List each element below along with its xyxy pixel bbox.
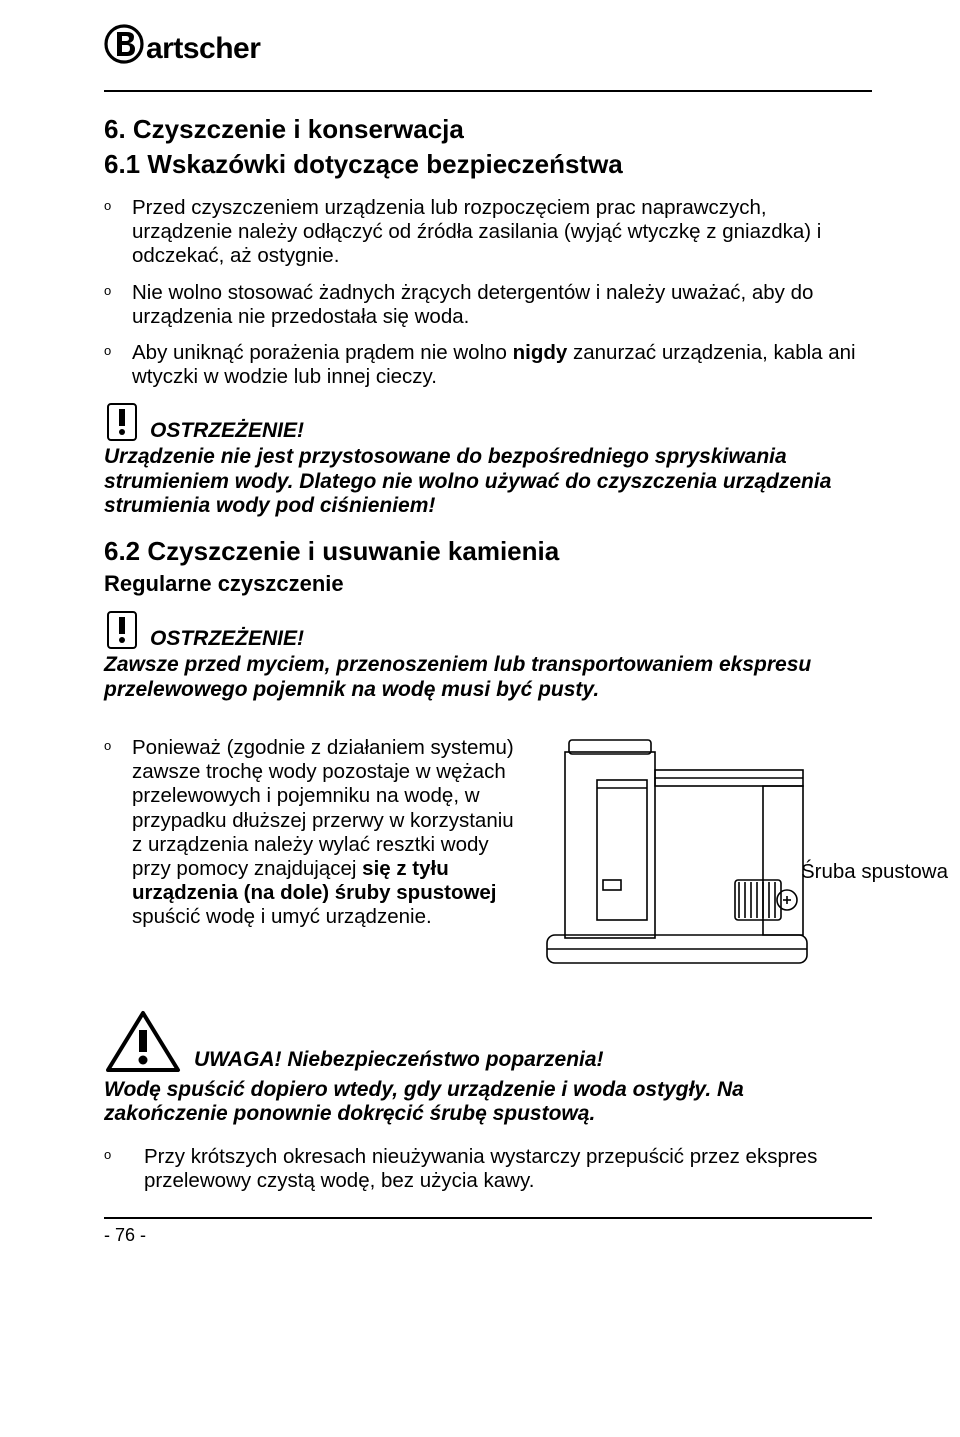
instruction-bullets: Ponieważ (zgodnie z działaniem systemu) … [104,736,519,930]
caution-row: UWAGA! Niebezpieczeństwo poparzenia! [104,1010,872,1076]
list-item: Ponieważ (zgodnie z działaniem systemu) … [104,736,519,930]
safety-bullets: Przed czyszczeniem urządzenia lub rozpoc… [104,196,872,389]
caution-text: Wodę spuścić dopiero wtedy, gdy urządzen… [104,1078,872,1127]
col-left: Ponieważ (zgodnie z działaniem systemu) … [104,718,519,942]
section-6-2-title: 6.2 Czyszczenie i usuwanie kamienia [104,536,872,567]
warning-text: Urządzenie nie jest przystosowane do bez… [104,445,872,518]
warning-row: OSTRZEŻENIE! [104,401,872,443]
text-bold: nigdy [513,341,568,364]
warning-row: OSTRZEŻENIE! [104,609,872,651]
svg-text:artscher: artscher [146,32,261,65]
text-fragment: spuścić wodę i umyć urządzenie. [132,905,432,928]
two-column-block: Ponieważ (zgodnie z działaniem systemu) … [104,718,872,980]
bartscher-logo-svg: artscher [104,24,296,68]
brand-logo: artscher [104,24,872,68]
warning-block-2: OSTRZEŻENIE! Zawsze przed myciem, przeno… [104,609,872,702]
footer-divider [104,1217,872,1219]
coffee-machine-svg [537,730,817,980]
warning-block-1: OSTRZEŻENIE! Urządzenie nie jest przysto… [104,401,872,518]
list-item: Nie wolno stosować żadnych żrących deter… [104,281,872,329]
warning-label: OSTRZEŻENIE! [150,627,304,651]
drain-screw-label: Śruba spustowa [801,860,948,884]
list-item: Przy krótszych okresach nieużywania wyst… [104,1145,872,1193]
list-item: Przed czyszczeniem urządzenia lub rozpoc… [104,196,872,269]
section-6-1-title: 6.1 Wskazówki dotyczące bezpieczeństwa [104,149,872,180]
page-container: artscher 6. Czyszczenie i konserwacja 6.… [0,0,960,1266]
final-bullets: Przy krótszych okresach nieużywania wyst… [104,1145,872,1193]
list-item: Aby uniknąć porażenia prądem nie wolno n… [104,341,872,389]
caution-label: UWAGA! Niebezpieczeństwo poparzenia! [194,1048,604,1076]
warning-exclamation-icon [104,401,140,443]
coffee-machine-diagram: Śruba spustowa [537,730,872,980]
page-number: - 76 - [104,1225,872,1246]
section-6-title: 6. Czyszczenie i konserwacja [104,114,872,145]
regular-cleaning-heading: Regularne czyszczenie [104,571,872,597]
warning-label: OSTRZEŻENIE! [150,419,304,443]
col-right: Śruba spustowa [537,718,872,980]
text-fragment: Ponieważ (zgodnie z działaniem systemu) … [132,736,514,880]
warning-text: Zawsze przed myciem, przenoszeniem lub t… [104,653,872,702]
text-fragment: Aby uniknąć porażenia prądem nie wolno [132,341,513,364]
top-divider [104,90,872,92]
caution-triangle-icon [104,1010,182,1076]
warning-exclamation-icon [104,609,140,651]
